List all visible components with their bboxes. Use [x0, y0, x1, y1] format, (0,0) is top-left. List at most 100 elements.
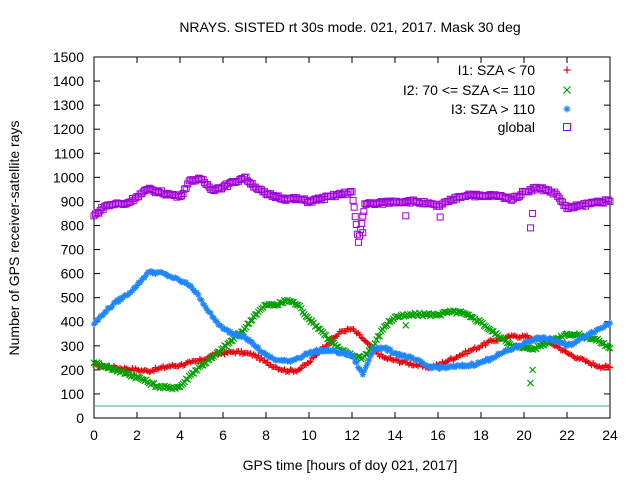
data-point [143, 367, 150, 374]
data-point [207, 309, 214, 316]
data-point [248, 316, 256, 324]
data-point [436, 311, 443, 319]
data-point [583, 357, 590, 364]
x-tick-label: 12 [344, 427, 360, 443]
data-point [186, 282, 193, 289]
y-tick-label: 900 [61, 193, 85, 209]
data-point [282, 357, 289, 364]
legend-label-i2: I2: 70 <= SZA <= 110 [403, 82, 535, 98]
y-tick-label: 600 [61, 266, 85, 282]
legend-label-i1: I1: SZA < 70 [458, 62, 536, 78]
data-point [132, 285, 139, 292]
legend-label-global: global [498, 119, 535, 135]
y-tick-label: 300 [61, 338, 85, 354]
outlier-point [529, 209, 537, 217]
legend-marker [563, 86, 571, 94]
x-tick-label: 0 [90, 427, 98, 443]
data-point [135, 373, 142, 381]
data-point [358, 334, 365, 341]
legend-marker [563, 66, 571, 74]
data-point [463, 311, 471, 319]
outlier-point [359, 229, 367, 237]
data-point [261, 349, 268, 356]
data-point [605, 344, 612, 352]
y-tick-label: 500 [61, 290, 85, 306]
data-point [368, 350, 375, 357]
data-point [307, 358, 314, 365]
data-point [204, 356, 212, 364]
y-tick-label: 1000 [53, 169, 84, 185]
data-point [238, 348, 245, 355]
data-point [359, 212, 367, 220]
x-tick-label: 22 [559, 427, 575, 443]
data-point [272, 363, 279, 370]
data-point [598, 340, 606, 348]
data-point [379, 353, 386, 360]
data-point [291, 300, 299, 308]
legend-marker [563, 105, 571, 113]
data-point [454, 354, 461, 361]
data-point [105, 364, 113, 372]
x-tick-label: 14 [387, 427, 403, 443]
data-point [261, 357, 268, 364]
data-point [250, 351, 257, 358]
data-point [150, 368, 157, 375]
y-tick-label: 1400 [53, 73, 84, 89]
data-point [411, 361, 418, 368]
data-point [350, 203, 358, 211]
x-tick-label: 24 [602, 427, 618, 443]
data-point [182, 185, 190, 193]
x-tick-label: 2 [133, 427, 141, 443]
data-point [352, 220, 360, 228]
data-point [346, 188, 354, 196]
data-point [110, 299, 117, 306]
x-tick-label: 16 [430, 427, 446, 443]
series-2 [90, 296, 614, 393]
legend-marker [563, 123, 571, 131]
y-tick-label: 200 [61, 362, 85, 378]
y-tick-label: 0 [76, 410, 84, 426]
y-tick-label: 1300 [53, 97, 84, 113]
data-point [350, 353, 357, 360]
data-point [178, 192, 186, 200]
chart-title: NRAYS. SISTED rt 30s mode. 021, 2017. Ma… [179, 19, 520, 35]
x-axis: 0 2 4 6 8 10 12 14 16 18 20 22 24 [90, 57, 618, 443]
series-4 [90, 173, 614, 246]
x-tick-label: 18 [473, 427, 489, 443]
data-point [408, 311, 416, 319]
data-point [508, 346, 515, 353]
data-point [549, 190, 557, 198]
data-point [376, 332, 384, 340]
y-tick-label: 1200 [53, 121, 84, 137]
data-point [175, 383, 182, 391]
series-3 [91, 268, 613, 378]
plot-area [90, 173, 614, 407]
data-point [374, 333, 382, 340]
x-tick-label: 6 [219, 427, 227, 443]
data-point [304, 360, 311, 367]
data-point [311, 323, 319, 330]
outlier-point [529, 366, 537, 374]
y-tick-label: 1100 [54, 145, 84, 161]
data-point [153, 366, 160, 373]
data-point [354, 238, 362, 246]
y-axis: 0 100 200 300 400 500 600 700 800 900 1000 1100 1200… [53, 49, 610, 426]
y-tick-label: 1500 [53, 49, 84, 65]
data-point [605, 321, 612, 328]
data-point [476, 344, 483, 351]
data-point [353, 359, 360, 366]
data-point [360, 208, 368, 216]
data-point [345, 188, 353, 196]
data-point [358, 219, 366, 227]
x-tick-label: 4 [176, 427, 184, 443]
x-tick-label: 20 [516, 427, 532, 443]
legend: I1: SZA < 70 I2: 70 <= SZA <= 110 I3: SZ… [403, 62, 571, 135]
x-tick-label: 10 [301, 427, 317, 443]
data-point [132, 365, 139, 372]
legend-label-i3: I3: SZA > 110 [451, 101, 535, 117]
outlier-point [527, 379, 534, 387]
data-point [298, 365, 305, 372]
y-tick-label: 400 [61, 314, 85, 330]
data-point [304, 313, 311, 321]
